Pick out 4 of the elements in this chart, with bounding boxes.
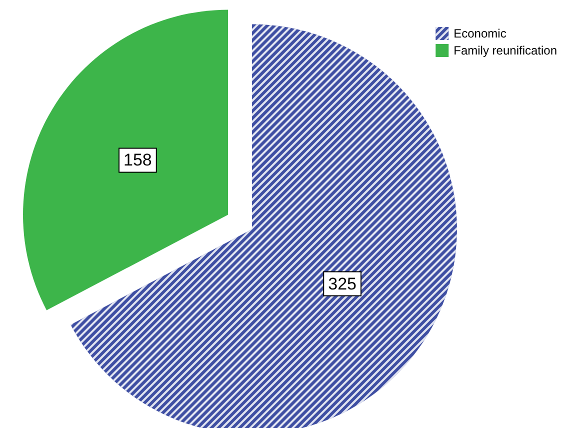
data-label: 325 [328,274,356,294]
data-label: 158 [124,150,152,170]
legend-label: Economic [454,26,506,40]
legend-label: Family reunification [454,44,558,58]
